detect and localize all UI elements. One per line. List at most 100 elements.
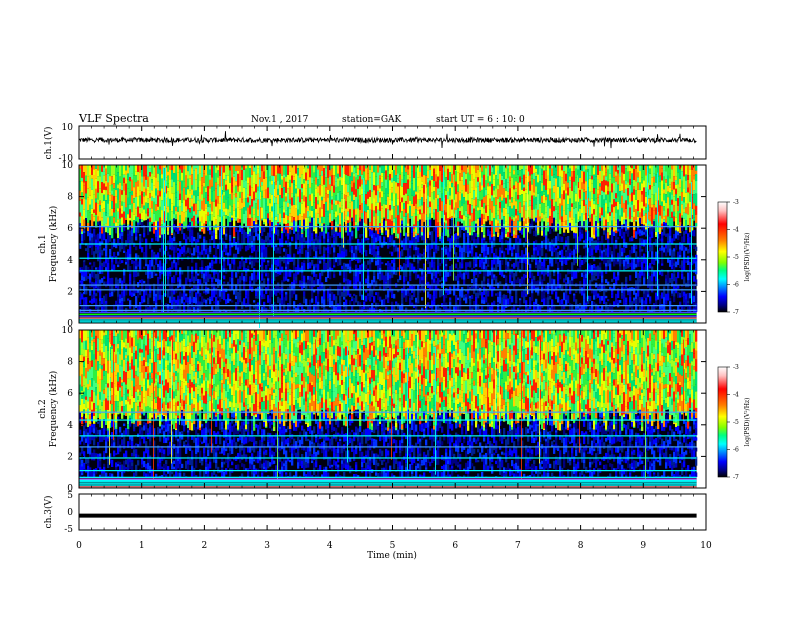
spectrogram-cell bbox=[317, 186, 319, 193]
spectrogram-cell bbox=[347, 279, 349, 285]
spectrogram-cell bbox=[177, 228, 179, 234]
spectrogram-cell bbox=[621, 183, 623, 190]
spectrogram-cell bbox=[593, 194, 595, 201]
spectrogram-cell bbox=[269, 291, 271, 299]
spectrogram-cell bbox=[335, 231, 337, 232]
spectrogram-cell bbox=[229, 241, 231, 249]
spectrogram-cell bbox=[167, 290, 169, 298]
spectrogram-cell bbox=[331, 196, 333, 199]
spectrogram-cell bbox=[81, 216, 83, 228]
spectrogram-cell bbox=[423, 240, 425, 243]
spectrogram-cell bbox=[537, 287, 539, 293]
spectrogram-cell bbox=[131, 204, 133, 213]
spectrogram-cell bbox=[415, 172, 417, 179]
spectrogram-cell bbox=[549, 272, 551, 276]
spectrogram-cell bbox=[447, 184, 449, 191]
spectrogram-cell bbox=[151, 165, 153, 174]
spectrogram-cell bbox=[317, 256, 319, 264]
spectrogram-cell bbox=[343, 251, 345, 257]
spectrogram-cell bbox=[621, 296, 623, 299]
spectrogram-cell bbox=[179, 292, 181, 299]
spectrogram-cell bbox=[255, 250, 257, 257]
spectrogram-cell bbox=[135, 233, 137, 237]
spectrogram-cell bbox=[401, 218, 403, 220]
spectrogram-cell bbox=[187, 248, 189, 253]
spectrogram-cell bbox=[161, 266, 163, 274]
spectrogram-cell bbox=[257, 216, 259, 220]
spectrogram-cell bbox=[389, 235, 391, 239]
spectrogram-cell bbox=[475, 269, 477, 275]
spectrogram-cell bbox=[459, 271, 461, 277]
spectrogram-cell bbox=[519, 177, 521, 183]
spectrogram-cell bbox=[101, 234, 103, 242]
spectrogram-cell bbox=[405, 172, 407, 183]
spectrogram-cell bbox=[231, 178, 233, 186]
spectrogram-cell bbox=[503, 172, 505, 179]
spectrogram-cell bbox=[431, 268, 433, 273]
spectrogram-cell bbox=[563, 165, 565, 171]
spectrogram-cell bbox=[521, 207, 523, 218]
spectrogram-cell bbox=[121, 190, 123, 194]
spectrogram-cell bbox=[269, 203, 271, 212]
spectrogram-cell bbox=[213, 190, 215, 202]
spectrogram-cell bbox=[373, 198, 375, 211]
spectrogram-cell bbox=[551, 199, 553, 205]
spectrogram-cell bbox=[261, 245, 263, 252]
spectrogram-cell bbox=[333, 175, 335, 186]
spectrogram-cell bbox=[105, 200, 107, 212]
spectrogram-cell bbox=[311, 218, 313, 224]
spectrogram-cell bbox=[191, 195, 193, 198]
spectrogram-cell bbox=[157, 236, 159, 242]
spectrogram-cell bbox=[477, 219, 479, 227]
spectrogram-cell bbox=[461, 273, 463, 279]
spectrogram-cell bbox=[409, 201, 411, 206]
spectrogram-cell bbox=[241, 241, 243, 249]
spectrogram-cell bbox=[311, 277, 313, 284]
spectrogram-cell bbox=[459, 181, 461, 192]
spectrogram-cell bbox=[615, 198, 617, 202]
spectrogram-cell bbox=[579, 261, 581, 267]
spectrogram-cell bbox=[159, 191, 161, 196]
spectrogram-cell bbox=[349, 209, 351, 217]
spectrogram-cell bbox=[583, 246, 585, 249]
spectrogram-cell bbox=[155, 188, 157, 195]
spectrogram-cell bbox=[323, 231, 325, 239]
spectrogram-cell bbox=[325, 177, 327, 187]
spectrogram-cell bbox=[305, 229, 307, 236]
spectrogram-cell bbox=[351, 296, 353, 298]
spectrogram-cell bbox=[219, 204, 221, 210]
spectrogram-cell bbox=[123, 290, 125, 297]
spectrogram-cell bbox=[327, 239, 329, 242]
spectrogram-cell bbox=[83, 198, 85, 210]
spectrogram-cell bbox=[477, 227, 479, 235]
spectrogram-cell bbox=[535, 208, 537, 216]
spectrogram-cell bbox=[407, 165, 409, 169]
spectrogram-cell bbox=[369, 297, 371, 302]
spectrogram-cell bbox=[365, 228, 367, 238]
spectrogram-cell bbox=[385, 201, 387, 205]
spectrogram-cell bbox=[241, 192, 243, 199]
spectrogram-cell bbox=[93, 298, 95, 303]
spectrogram-cell bbox=[197, 294, 199, 301]
spectrogram-cell bbox=[121, 236, 123, 241]
spectrogram-cell bbox=[347, 185, 349, 193]
spectrogram-cell bbox=[597, 237, 599, 241]
spectrogram-cell bbox=[139, 179, 141, 190]
spectrogram-cell bbox=[451, 174, 453, 183]
spectrogram-cell bbox=[205, 176, 207, 188]
spectrogram-cell bbox=[337, 165, 339, 174]
spectrogram-cell bbox=[383, 275, 385, 283]
spectrogram-cell bbox=[131, 236, 133, 243]
spectrogram-cell bbox=[543, 203, 545, 214]
spectrogram-cell bbox=[121, 165, 123, 175]
spectrogram-cell bbox=[355, 269, 357, 277]
spectrogram-cell bbox=[413, 178, 415, 191]
spectrogram-cell bbox=[277, 274, 279, 276]
spectrogram-cell bbox=[287, 223, 289, 231]
spectrogram-cell bbox=[241, 209, 243, 220]
spectrogram-cell bbox=[459, 218, 461, 221]
spectrogram-cell bbox=[159, 186, 161, 191]
spectrogram-cell bbox=[117, 261, 119, 264]
spectrogram-cell bbox=[105, 190, 107, 200]
spectrogram-cell bbox=[565, 165, 567, 174]
